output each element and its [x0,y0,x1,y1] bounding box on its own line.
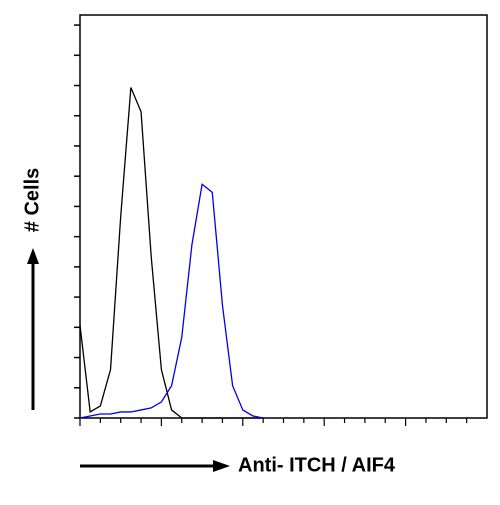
x-axis-label: Anti- ITCH / AIF4 [238,454,396,476]
y-arrow-head [27,248,39,264]
y-axis-label: # Cells [21,168,43,232]
x-arrow-head [213,460,230,472]
series-line [79,87,264,419]
plot-frame [79,14,488,419]
series-line [79,183,264,419]
